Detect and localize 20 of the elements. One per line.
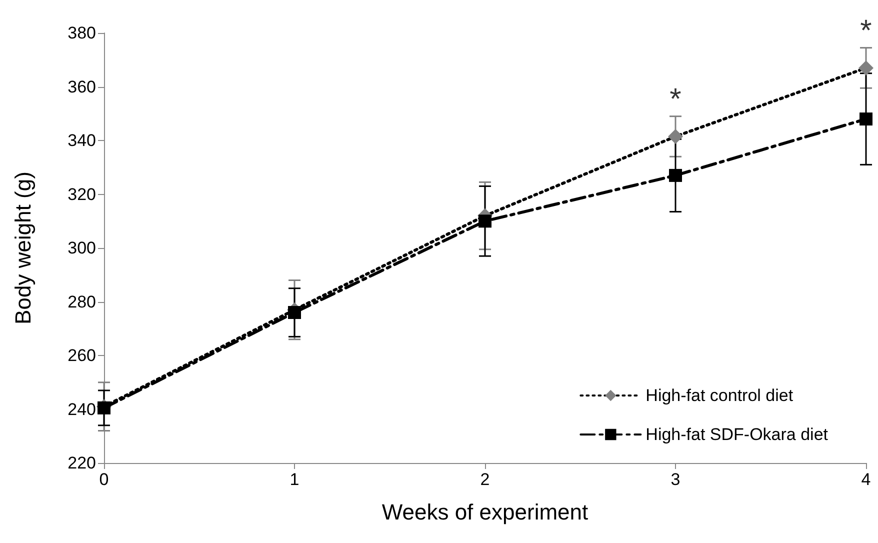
y-tick-label: 340 (68, 131, 96, 150)
y-tick-label: 260 (68, 346, 96, 365)
x-tick-label: 1 (290, 470, 300, 489)
y-tick-label: 300 (68, 238, 96, 258)
legend-label: High-fat control diet (646, 386, 794, 405)
x-tick-label: 4 (861, 470, 871, 489)
y-tick-label: 240 (68, 400, 96, 419)
y-tick-label: 360 (68, 77, 96, 96)
x-axis-title: Weeks of experiment (382, 500, 588, 524)
y-tick-label: 280 (68, 292, 96, 312)
legend-label: High-fat SDF-Okara diet (646, 425, 828, 444)
y-axis-title: Body weight (g) (10, 172, 36, 324)
x-tick-label: 3 (670, 470, 680, 489)
x-tick-label: 0 (99, 470, 109, 489)
y-tick-label: 380 (68, 24, 96, 42)
y-tick-label: 320 (68, 184, 96, 204)
annotation: * (860, 14, 872, 48)
y-tick-label: 220 (68, 454, 96, 472)
x-tick-label: 2 (480, 470, 490, 489)
annotation: * (670, 82, 682, 116)
